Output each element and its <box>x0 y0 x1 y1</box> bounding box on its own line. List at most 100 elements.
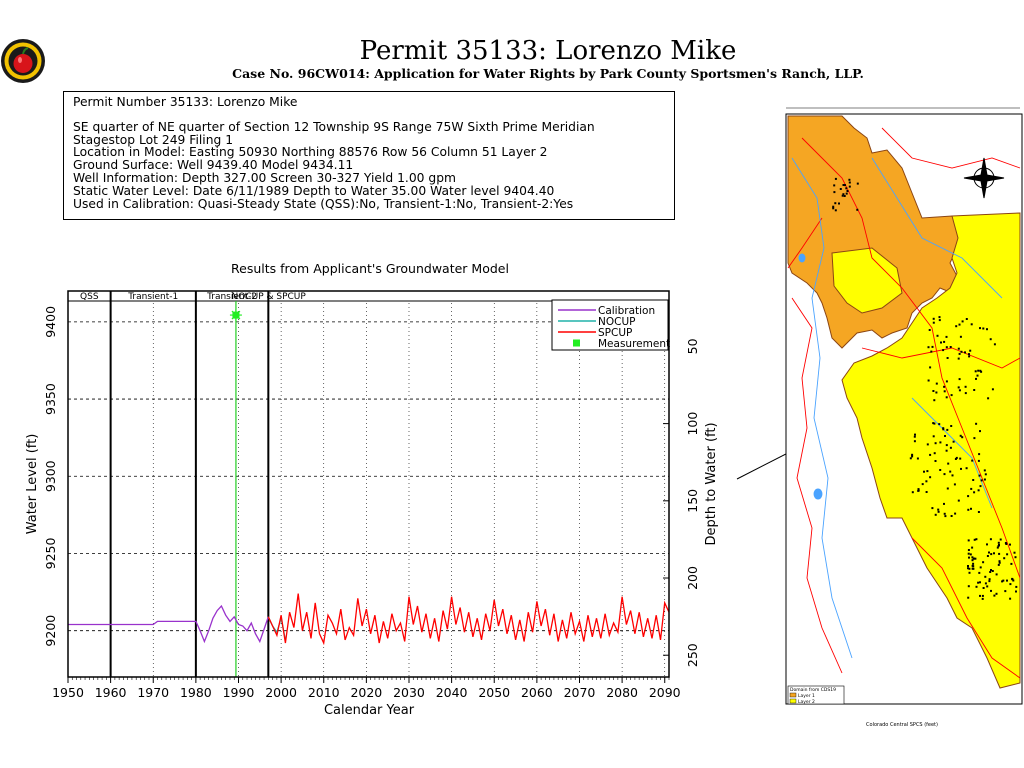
map-well-marker <box>1005 543 1008 545</box>
map-well-marker <box>1010 562 1013 565</box>
legend-box <box>551 299 669 351</box>
map-well-marker <box>843 195 846 197</box>
x-tick-label: 2080 <box>606 685 638 700</box>
map-well-marker <box>990 569 992 571</box>
map-well-marker <box>988 580 991 583</box>
map-well-marker <box>981 594 984 597</box>
map-well-marker <box>977 369 980 372</box>
series-group <box>68 301 670 677</box>
map-well-marker <box>973 389 976 391</box>
map-well-marker <box>938 319 941 322</box>
map-well-marker <box>970 323 973 326</box>
map-well-marker <box>949 446 952 449</box>
map-well-marker <box>942 427 945 430</box>
map-well-marker <box>999 538 1002 541</box>
x-tick-label: 2010 <box>308 685 340 700</box>
map-well-marker <box>1006 553 1009 556</box>
map-well-marker <box>1012 579 1015 582</box>
map-well-marker <box>1006 579 1008 582</box>
map-well-marker <box>946 487 949 490</box>
map-well-marker <box>945 335 948 338</box>
map-well-marker <box>842 184 845 186</box>
map-well-marker <box>834 202 837 205</box>
period-label: QSS <box>80 292 99 302</box>
map-well-marker <box>971 567 974 570</box>
map-well-marker <box>1009 597 1012 600</box>
map-well-marker <box>916 457 919 460</box>
map-well-marker <box>950 425 953 427</box>
map-well-marker <box>979 581 981 584</box>
map-well-marker <box>984 575 987 578</box>
map-well-marker <box>957 386 960 389</box>
map-compass-icon <box>963 157 1005 199</box>
map-well-marker <box>936 334 939 337</box>
map-well-marker <box>989 571 992 573</box>
map-well-marker <box>934 442 937 445</box>
map-layer2-inset <box>831 247 903 314</box>
map-well-marker <box>965 318 968 320</box>
map-well-marker <box>975 538 978 541</box>
map-well-marker <box>972 557 975 560</box>
map-well-marker <box>967 596 970 599</box>
map-well-marker <box>946 357 949 359</box>
map-well-marker <box>959 434 962 437</box>
map-well-marker <box>913 435 916 438</box>
map-well-marker <box>933 452 936 455</box>
map-well-marker <box>959 335 962 338</box>
map-well-markers <box>832 177 1018 600</box>
map-well-marker <box>969 553 972 556</box>
map-well-marker <box>1001 580 1004 583</box>
map-well-marker <box>967 549 970 551</box>
map-well-marker <box>969 349 972 352</box>
map-well-marker <box>961 436 964 439</box>
map-well-marker <box>977 459 980 462</box>
map-well-marker <box>923 470 925 473</box>
map-well-marker <box>951 474 954 477</box>
map-well-marker <box>971 559 974 562</box>
map-well-marker <box>989 538 992 541</box>
map-well-marker <box>934 460 937 462</box>
map-well-marker <box>971 459 974 462</box>
axis-ticks: 9200 9250 9300 9350 9400 50 100 150 200 250 1950 19… <box>43 306 700 700</box>
map-well-marker <box>945 396 948 399</box>
map-well-marker <box>961 320 964 323</box>
map-well-marker <box>955 325 958 328</box>
map-well-marker <box>946 428 949 431</box>
map-well-marker <box>944 515 947 518</box>
map-well-marker <box>931 345 934 348</box>
map-well-marker <box>975 422 978 425</box>
map-well-marker <box>939 441 942 444</box>
map-well-marker <box>960 467 962 470</box>
map-well-marker <box>1009 543 1011 546</box>
period-label: Transient-1 <box>127 292 178 302</box>
calibration-usage: Used in Calibration: Quasi-Steady State … <box>73 196 574 211</box>
map-well-marker <box>958 389 961 392</box>
map-well-marker <box>976 374 979 377</box>
x-tick-label: 1990 <box>223 685 255 700</box>
x-axis-label: Calendar Year <box>324 703 415 718</box>
map-well-marker <box>937 508 940 511</box>
map-well-marker <box>856 208 859 211</box>
map-well-marker <box>972 479 975 481</box>
map-well-marker <box>967 585 970 588</box>
y-tick-label: 9200 <box>43 615 58 647</box>
map-well-marker <box>943 390 946 393</box>
map-well-marker <box>950 515 953 517</box>
map-well-marker <box>848 185 851 188</box>
map-well-marker <box>958 378 961 381</box>
map-well-marker <box>945 449 948 452</box>
map-well-marker <box>930 350 933 353</box>
map-well-marker <box>993 343 996 346</box>
map-well-marker <box>949 470 952 473</box>
map-legend: Domain from CDS19 Layer 1 Layer 2 <box>787 685 845 705</box>
map-well-marker <box>980 479 983 482</box>
map-well-marker <box>942 428 945 431</box>
permit-number: Permit Number 35133: Lorenzo Mike <box>73 95 298 109</box>
map-well-marker <box>981 597 984 600</box>
map-well-marker <box>938 423 941 426</box>
map-well-marker <box>990 589 992 592</box>
period-label: Transient-2 <box>206 292 257 302</box>
map-well-marker <box>968 556 970 559</box>
